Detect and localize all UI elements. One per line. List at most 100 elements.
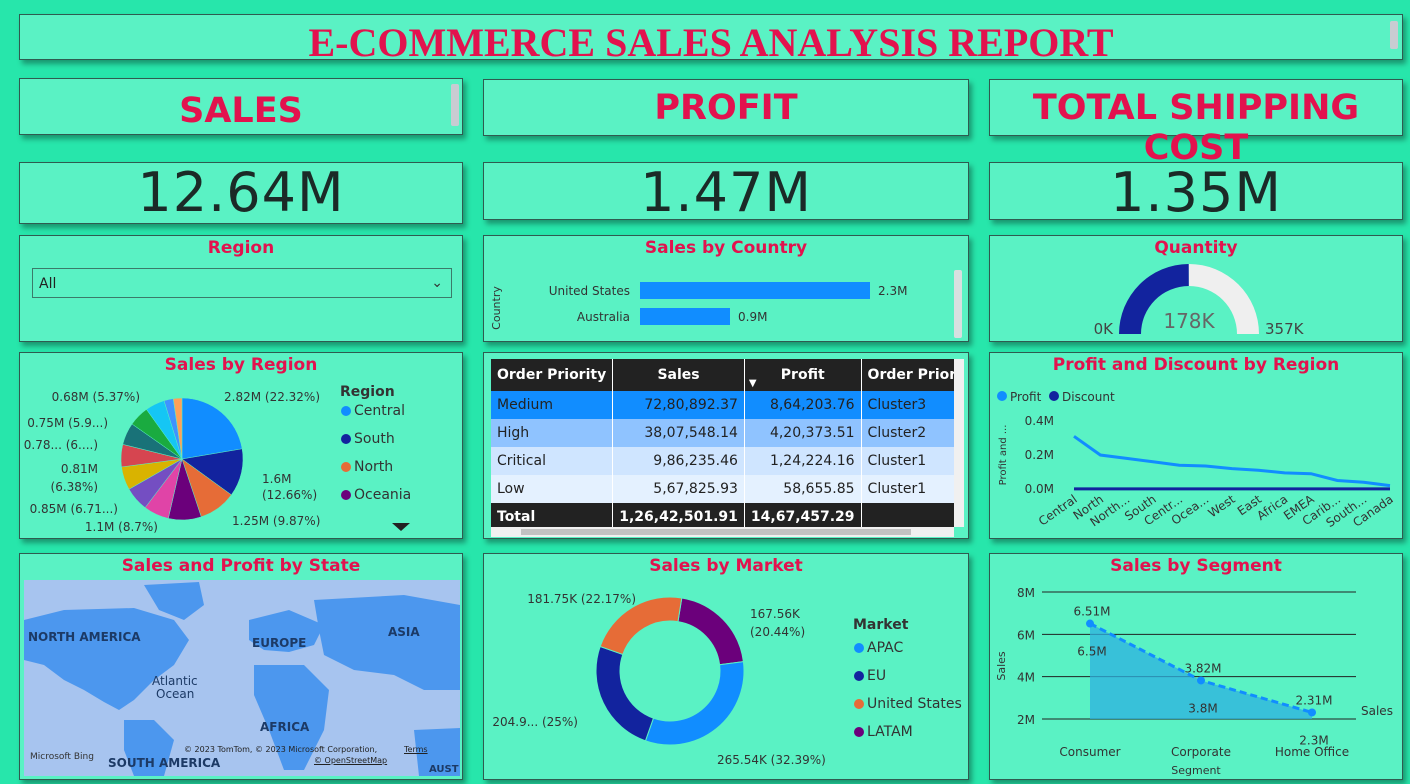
map-land xyxy=(24,582,460,776)
sales-value: 12.64M xyxy=(137,161,345,224)
region-legend-swatch xyxy=(341,434,351,444)
market-legend-swatch xyxy=(854,727,864,737)
map-label-africa: AFRICA xyxy=(260,720,310,734)
africa-land xyxy=(254,665,329,770)
table-total-row: Total 1,26,42,501.91 14,67,457.29 xyxy=(491,503,954,527)
region-legend-swatch xyxy=(341,462,351,472)
market-data-label: 265.54K (32.39%) xyxy=(717,753,826,767)
map-label-europe: EUROPE xyxy=(252,636,307,650)
order-priority-panel: Order Priority Sales Profit ▼ Order Prior… xyxy=(483,352,969,539)
gauge-value-label: 178K xyxy=(1163,309,1215,333)
sales-by-segment-panel: Sales by Segment 2M 4M 6M 8M 6.51M 6.5M Consum… xyxy=(989,553,1403,780)
line-legend-label: Profit xyxy=(1010,390,1042,404)
market-legend-swatch xyxy=(854,671,864,681)
map-label-south-america: SOUTH AMERICA xyxy=(108,756,221,770)
market-donut-slice xyxy=(644,661,745,746)
market-legend-label: United States xyxy=(867,696,962,712)
segment-point-label: 3.82M xyxy=(1184,661,1221,675)
table-cell: 9,86,235.46 xyxy=(612,447,745,475)
market-data-label-sub: (20.44%) xyxy=(750,625,805,639)
map-attribution: © 2023 TomTom, © 2023 Microsoft Corporat… xyxy=(184,745,378,754)
quantity-gauge: 178K 0K 357K xyxy=(1094,264,1305,338)
map-title: Sales and Profit by State xyxy=(121,556,361,576)
profit-discount-panel: Profit and Discount by Region Profit Disc… xyxy=(989,352,1403,539)
col-order-priority-cluster[interactable]: Order Priority (clus xyxy=(861,359,954,391)
region-slicer-panel: Region All ⌄ xyxy=(19,235,463,342)
table-row[interactable]: Critical 9,86,235.46 1,24,224.16 Cluster1 xyxy=(491,447,954,475)
segment-x-axis-label: Segment xyxy=(1171,764,1221,777)
col-sales[interactable]: Sales xyxy=(612,359,745,391)
gauge-max-label: 357K xyxy=(1265,320,1305,338)
col-order-priority[interactable]: Order Priority xyxy=(491,359,614,391)
gauge-min-label: 0K xyxy=(1094,320,1115,338)
shipping-value: 1.35M xyxy=(1110,161,1282,224)
europe-land xyxy=(249,610,324,652)
table-total-cell xyxy=(861,503,954,527)
col-profit-label: Profit xyxy=(780,367,825,383)
table-row[interactable]: High 38,07,548.14 4,20,373.51 Cluster2 xyxy=(491,419,954,447)
region-legend-swatch xyxy=(341,406,351,416)
table-cell: Cluster2 xyxy=(861,419,954,447)
region-pie-data-label-sub: (6.38%) xyxy=(51,480,98,494)
bing-logo: Microsoft Bing xyxy=(30,752,94,762)
segment-point-label: 6.51M xyxy=(1073,605,1110,619)
chevron-down-icon[interactable]: ⌄ xyxy=(431,275,443,291)
table-cell: Cluster1 xyxy=(861,475,954,503)
table-cell: 72,80,892.37 xyxy=(612,391,745,419)
title-scrollbar[interactable] xyxy=(1390,21,1398,49)
profit-discount-chart: Profit Discount 0.0M 0.2M 0.4M Profit and ...… xyxy=(997,390,1396,530)
region-dropdown[interactable]: All ⌄ xyxy=(32,268,452,298)
market-donut-slice xyxy=(595,645,655,742)
legend-more-icon xyxy=(392,523,410,531)
market-legend-label: LATAM xyxy=(867,724,913,740)
table-horizontal-scrollbar[interactable] xyxy=(491,527,954,537)
map-osm-link[interactable]: © OpenStreetMap xyxy=(314,756,388,765)
sales-by-region-chart: 2.82M (22.32%) 1.6M (12.66%) 1.25M (9.87%) 1… xyxy=(24,384,412,534)
line-legend-swatch xyxy=(997,391,1007,401)
region-legend-label: South xyxy=(354,431,395,447)
table-cell: Cluster3 xyxy=(861,391,954,419)
segment-y-tick-label: 8M xyxy=(1017,586,1035,600)
table-row[interactable]: Low 5,67,825.93 58,655.85 Cluster1 xyxy=(491,475,954,503)
gauge-fill xyxy=(1119,264,1189,334)
segment-y-tick-label: 2M xyxy=(1017,713,1035,727)
sales-kpi-card: 12.64M xyxy=(19,161,463,224)
sort-desc-icon: ▼ xyxy=(748,378,757,389)
table-hscroll-thumb[interactable] xyxy=(521,529,911,535)
shipping-kpi-card: 1.35M xyxy=(989,161,1403,224)
map-terms-link[interactable]: Terms xyxy=(404,745,428,754)
table-cell: Low xyxy=(491,475,614,503)
sales-by-segment-chart: 2M 4M 6M 8M 6.51M 6.5M Consumer 3.82M 3.8M Corpor… xyxy=(995,586,1393,777)
map-label-north-america: NORTH AMERICA xyxy=(28,630,141,644)
sales-header-scrollbar[interactable] xyxy=(451,84,459,126)
sales-by-market-title: Sales by Market xyxy=(649,556,803,576)
line-legend-swatch xyxy=(1049,391,1059,401)
table-total-cell: 1,26,42,501.91 xyxy=(612,503,745,527)
table-cell: 38,07,548.14 xyxy=(612,419,745,447)
table-cell: Medium xyxy=(491,391,614,419)
south-america-land xyxy=(124,720,174,776)
country-bar xyxy=(640,308,730,325)
market-data-label: 167.56K xyxy=(750,607,801,621)
country-tick-label: Australia xyxy=(577,310,630,324)
segment-point xyxy=(1086,619,1094,628)
state-map[interactable]: NORTH AMERICA EUROPE ASIA Atlantic Ocean… xyxy=(24,580,460,776)
table-row[interactable]: Medium 72,80,892.37 8,64,203.76 Cluster3 xyxy=(491,391,954,419)
profit-header-panel: PROFIT xyxy=(483,79,969,136)
sales-header-panel: SALES xyxy=(19,78,463,135)
region-pie-data-label: 1.1M (8.7%) xyxy=(85,520,158,534)
segment-area xyxy=(1090,623,1312,719)
sales-by-market-chart: 167.56K (20.44%) 265.54K (32.39%) 204.9... … xyxy=(492,592,962,767)
line-y-tick-label: 0.4M xyxy=(1025,414,1054,428)
col-profit[interactable]: Profit ▼ xyxy=(744,359,862,391)
sales-by-country-title: Sales by Country xyxy=(644,238,808,258)
country-scrollbar[interactable] xyxy=(954,270,962,338)
table-vertical-scrollbar[interactable] xyxy=(954,359,964,527)
profit-value: 1.47M xyxy=(640,161,812,224)
segment-x-tick-label: Home Office xyxy=(1275,745,1349,759)
region-pie-data-label: 1.25M (9.87%) xyxy=(232,514,320,528)
market-data-label: 181.75K (22.17%) xyxy=(527,592,636,606)
country-bar xyxy=(640,282,870,299)
sales-profit-map-panel: Sales and Profit by State NORTH AMERICA … xyxy=(19,553,463,780)
region-legend-label: North xyxy=(354,459,393,475)
